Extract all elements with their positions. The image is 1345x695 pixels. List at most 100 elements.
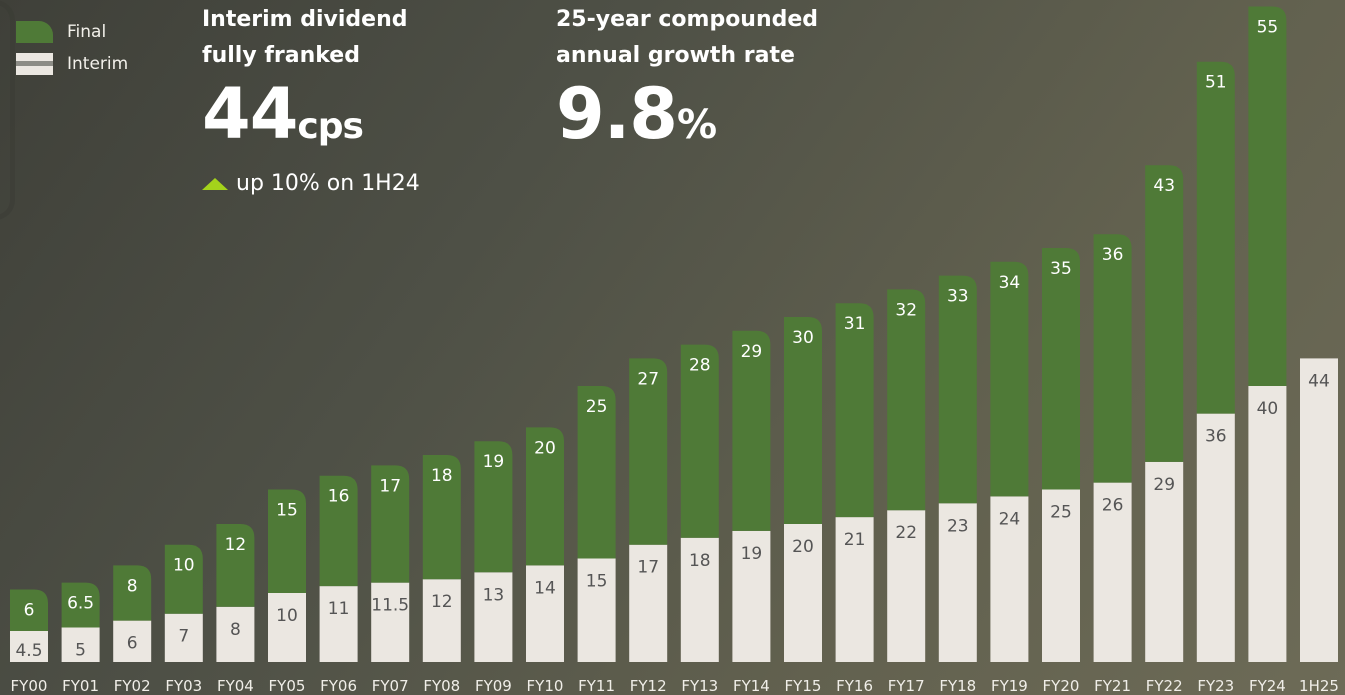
interim-value-label: 5	[75, 641, 86, 661]
final-bar	[680, 344, 719, 538]
final-bar	[732, 330, 771, 531]
final-swatch	[16, 21, 53, 43]
final-value-label: 30	[792, 328, 814, 348]
interim-bar	[422, 579, 461, 662]
interim-stat-line2: fully franked	[202, 43, 360, 68]
final-bar	[629, 358, 668, 545]
final-value-label: 12	[225, 535, 247, 555]
x-tick-label: FY09	[475, 677, 512, 695]
final-bar	[887, 289, 926, 511]
interim-bar	[835, 517, 874, 662]
interim-stat-note: up 10% on 1H24	[202, 171, 420, 196]
final-value-label: 20	[534, 438, 556, 458]
final-bar	[835, 303, 874, 518]
cagr-stat-line2: annual growth rate	[556, 43, 795, 68]
final-bar	[577, 386, 616, 559]
x-tick-label: FY14	[733, 677, 770, 695]
interim-bar	[164, 613, 203, 662]
interim-value-label: 36	[1205, 427, 1227, 447]
final-bar	[61, 582, 100, 628]
final-value-label: 10	[173, 556, 195, 576]
x-tick-label: FY11	[578, 677, 615, 695]
final-value-label: 35	[1050, 259, 1072, 279]
interim-value-label: 29	[1153, 475, 1175, 495]
x-tick-label: FY21	[1094, 677, 1131, 695]
interim-stat-value: 44	[202, 73, 298, 155]
cagr-stat-line1: 25-year compounded	[556, 7, 819, 32]
final-value-label: 6.5	[67, 594, 94, 614]
final-bar	[1248, 6, 1287, 386]
x-tick-label: FY08	[423, 677, 460, 695]
interim-bar	[10, 630, 48, 662]
legend-item-final: Final	[16, 16, 128, 48]
x-tick-label: FY18	[939, 677, 976, 695]
final-value-label: 15	[276, 501, 298, 521]
interim-bar	[990, 496, 1029, 662]
final-bar	[1196, 61, 1235, 414]
x-tick-label: FY00	[11, 677, 48, 695]
interim-bar	[1300, 358, 1338, 662]
final-value-label: 28	[689, 356, 711, 376]
final-bar	[474, 441, 513, 573]
interim-stat-line1: Interim dividend	[202, 7, 408, 32]
interim-value-label: 19	[741, 544, 763, 564]
interim-bar	[577, 558, 616, 662]
final-bar	[268, 489, 306, 593]
final-bar	[938, 275, 977, 504]
interim-value-label: 6	[127, 634, 138, 654]
final-value-label: 43	[1153, 176, 1175, 196]
final-value-label: 27	[637, 369, 659, 389]
interim-bar	[1093, 482, 1132, 662]
final-value-label: 32	[895, 300, 917, 320]
interim-value-label: 13	[483, 585, 505, 605]
final-value-label: 25	[586, 397, 608, 417]
final-value-label: 34	[999, 273, 1021, 293]
x-tick-label: FY03	[165, 677, 202, 695]
interim-value-label: 8	[230, 620, 241, 640]
x-tick-label: FY04	[217, 677, 254, 695]
legend-label-interim: Interim	[67, 54, 129, 74]
interim-bar	[371, 582, 410, 662]
interim-value-label: 20	[792, 537, 814, 557]
final-bar	[990, 261, 1029, 497]
legend: Final Interim	[16, 16, 128, 80]
final-bar	[319, 475, 358, 587]
interim-value-label: 25	[1050, 503, 1072, 523]
interim-bar	[732, 530, 771, 662]
final-bar	[113, 565, 152, 621]
final-value-label: 31	[844, 314, 866, 334]
final-bar	[526, 427, 564, 566]
interim-value-label: 23	[947, 516, 969, 536]
interim-bar	[268, 593, 306, 662]
x-tick-label: FY24	[1249, 677, 1286, 695]
x-tick-label: FY12	[630, 677, 667, 695]
final-value-label: 8	[127, 576, 138, 596]
interim-bar	[1196, 413, 1235, 662]
interim-value-label: 24	[999, 509, 1021, 529]
final-value-label: 33	[947, 287, 969, 307]
interim-bar	[784, 524, 822, 662]
interim-value-label: 21	[844, 530, 866, 550]
interim-value-label: 7	[178, 627, 189, 647]
final-bar	[216, 524, 255, 607]
interim-stat-note-text: up 10% on 1H24	[236, 171, 420, 196]
cagr-stat: 25-year compounded annual growth rate 9.…	[556, 2, 818, 165]
final-bar	[164, 544, 203, 614]
cagr-stat-value: 9.8	[556, 73, 678, 155]
interim-bar	[474, 572, 513, 662]
x-tick-label: FY15	[785, 677, 822, 695]
interim-bar	[61, 627, 100, 662]
x-tick-label: FY17	[888, 677, 925, 695]
interim-bar	[216, 606, 255, 662]
interim-bar	[113, 620, 152, 662]
cagr-stat-unit: %	[677, 102, 717, 148]
x-tick-label: FY13	[681, 677, 718, 695]
final-bar	[422, 455, 461, 580]
final-value-label: 16	[328, 487, 350, 507]
interim-bar	[938, 503, 977, 662]
up-triangle-icon	[202, 177, 228, 190]
final-value-label: 6	[24, 601, 35, 621]
x-tick-label: FY22	[1146, 677, 1183, 695]
interim-dividend-stat: Interim dividend fully franked 44cps up …	[202, 2, 420, 196]
